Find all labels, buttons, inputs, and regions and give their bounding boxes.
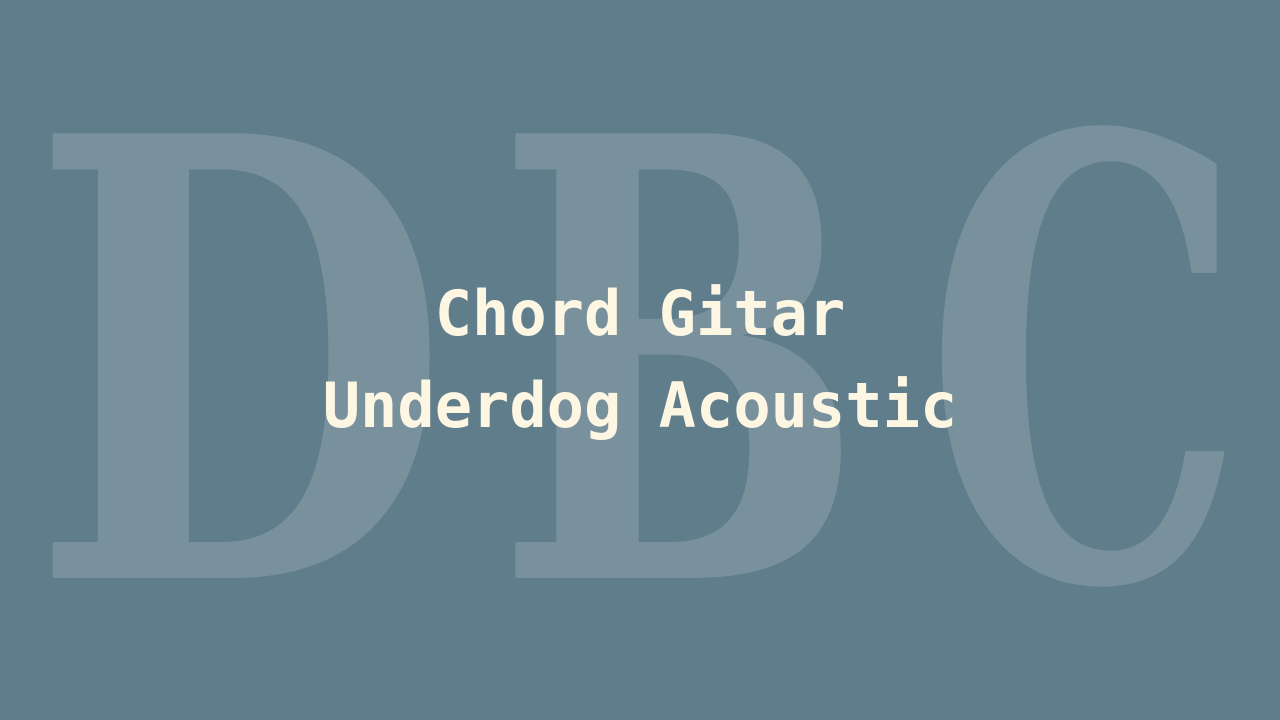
title-line-2: Underdog Acoustic	[322, 369, 958, 442]
title-line-1: Chord Gitar	[434, 277, 846, 350]
